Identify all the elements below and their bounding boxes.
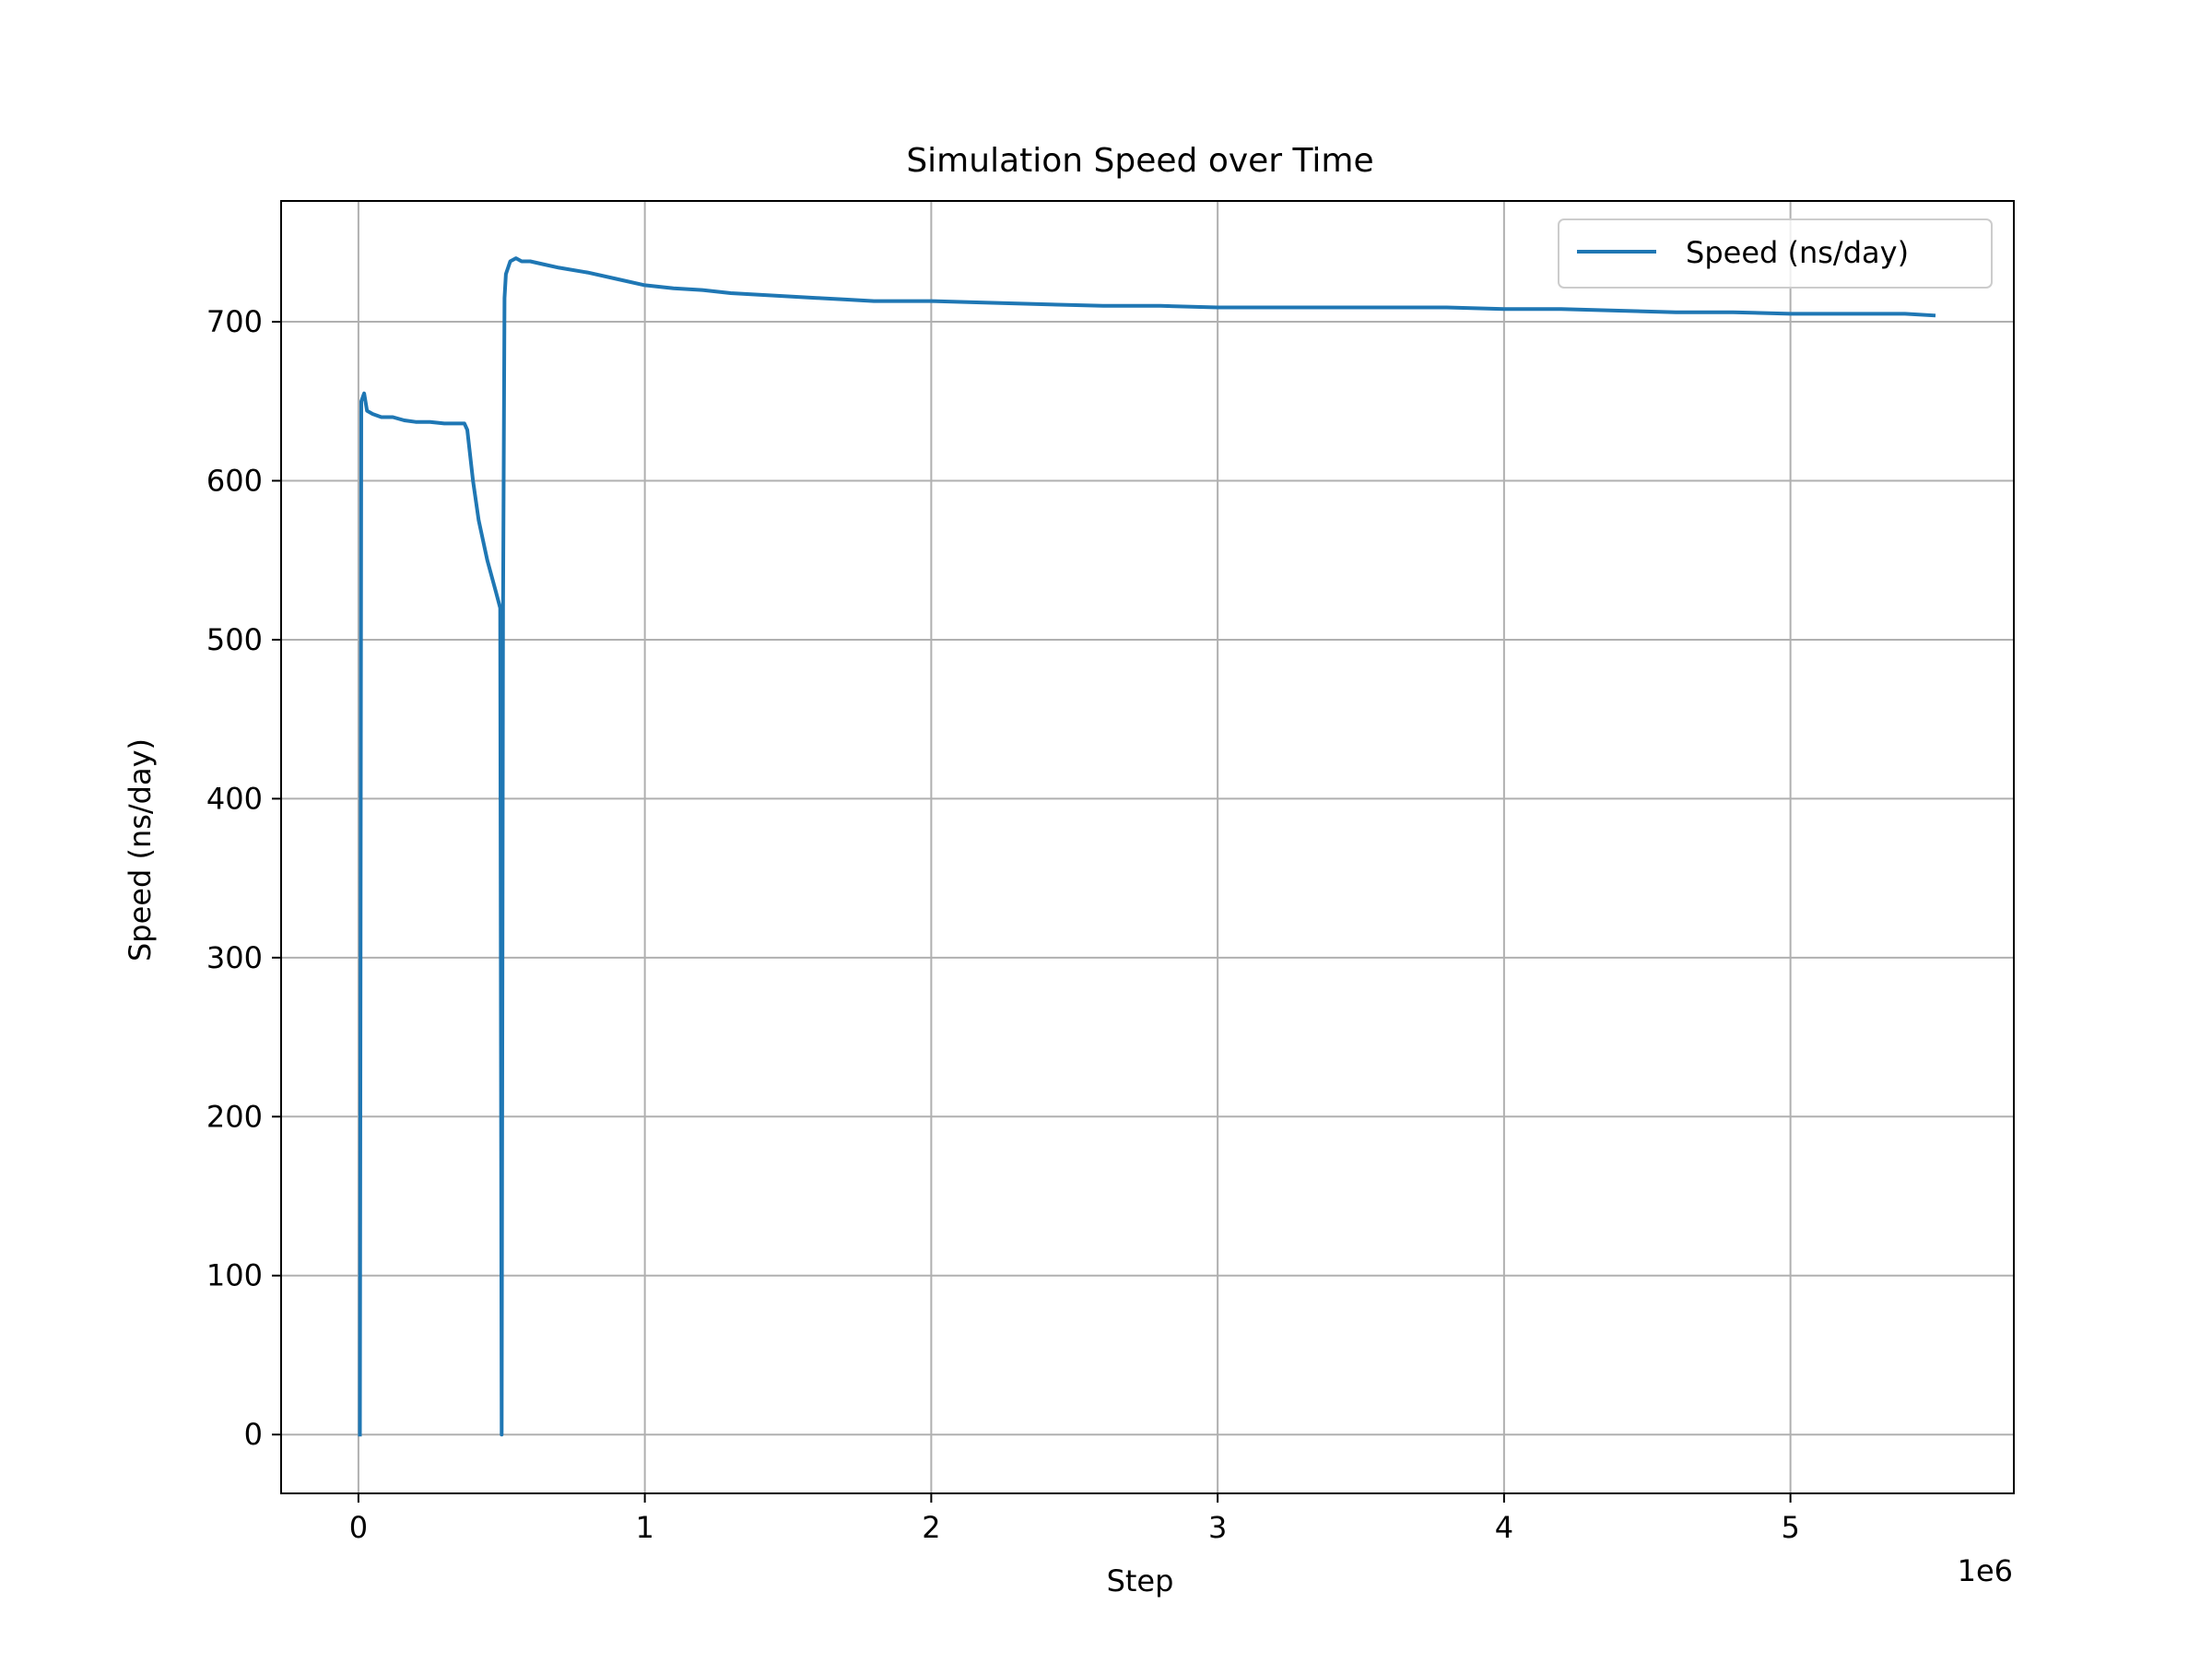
y-tick-label: 300 bbox=[206, 940, 263, 975]
y-axis-label: Speed (ns/day) bbox=[123, 738, 158, 961]
legend: Speed (ns/day) bbox=[1558, 218, 1993, 289]
legend-box bbox=[1558, 218, 1993, 289]
x-tick-label: 0 bbox=[349, 1510, 368, 1545]
y-tick-label: 400 bbox=[206, 781, 263, 816]
x-axis-offset-label: 1e6 bbox=[1958, 1553, 2013, 1588]
y-tick-label: 700 bbox=[206, 304, 263, 339]
y-tick-label: 200 bbox=[206, 1099, 263, 1134]
plot-area-frame bbox=[280, 200, 2015, 1494]
axis-ticks: 0 1 2 3 4 5 0 100 200 300 400 500 600 700 bbox=[206, 304, 1800, 1545]
y-tick-label: 100 bbox=[206, 1258, 263, 1293]
x-tick-label: 5 bbox=[1781, 1510, 1799, 1545]
x-axis-label: Step bbox=[1107, 1563, 1174, 1598]
chart-title: Simulation Speed over Time bbox=[906, 142, 1373, 180]
x-tick-label: 4 bbox=[1495, 1510, 1513, 1545]
series-line bbox=[358, 256, 1936, 1437]
y-tick-label: 600 bbox=[206, 464, 263, 499]
x-tick-label: 2 bbox=[922, 1510, 940, 1545]
series-layer bbox=[358, 256, 1936, 1437]
x-tick-label: 1 bbox=[635, 1510, 653, 1545]
y-tick-label: 0 bbox=[244, 1417, 263, 1452]
x-tick-label: 3 bbox=[1208, 1510, 1227, 1545]
y-tick-label: 500 bbox=[206, 622, 263, 657]
grid-lines bbox=[281, 201, 2014, 1493]
legend-label: Speed (ns/day) bbox=[1686, 235, 1909, 270]
